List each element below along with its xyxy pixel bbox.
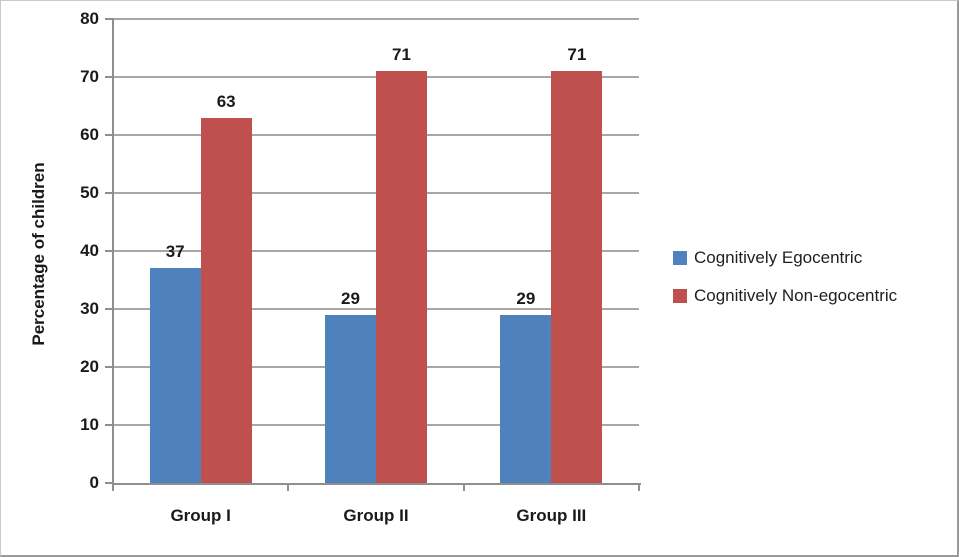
bar-group-iii-series-1 (551, 71, 603, 483)
legend-swatch-icon (673, 251, 687, 265)
bar-value-label: 71 (567, 45, 587, 65)
bar-group-i-series-0 (149, 268, 201, 483)
bar-value-label: 37 (165, 242, 185, 262)
y-tick-label: 20 (80, 357, 99, 376)
y-tick-label: 40 (80, 241, 99, 260)
legend-item: Cognitively Egocentric (673, 247, 897, 269)
y-tick-label: 30 (80, 299, 99, 318)
y-axis-tick (105, 250, 113, 252)
y-tick-label: 0 (89, 473, 99, 492)
x-axis-tick (462, 483, 465, 491)
gridline (113, 18, 639, 20)
legend-label: Cognitively Non-egocentric (694, 286, 898, 305)
y-axis-tick (105, 366, 113, 368)
y-axis-tick (105, 424, 113, 426)
y-axis-tick (105, 482, 113, 484)
x-axis-tick (287, 483, 290, 491)
legend-item: Cognitively Non-egocentric (673, 285, 897, 307)
x-category-label: Group III (516, 506, 587, 525)
y-axis-tick (105, 18, 113, 20)
y-tick-label: 80 (80, 9, 99, 28)
x-category-label: Group II (343, 506, 409, 525)
legend-swatch-icon (673, 289, 687, 303)
x-axis-tick (638, 483, 640, 491)
y-axis-tick (105, 134, 113, 136)
bar-group-ii-series-0 (325, 314, 376, 483)
bar-value-label: 71 (392, 45, 411, 65)
y-axis-tick (105, 76, 113, 78)
bar-group-ii-series-1 (376, 71, 427, 483)
x-axis-tick (112, 483, 114, 491)
y-tick-label: 50 (80, 183, 99, 202)
y-axis-tick (105, 308, 113, 310)
bar-group-i-series-1 (200, 117, 252, 483)
x-axis-line (112, 483, 641, 485)
bar-group-iii-series-0 (500, 314, 552, 483)
bar-value-label: 63 (216, 91, 236, 111)
x-category-label: Group I (170, 506, 231, 525)
y-axis-line (112, 18, 114, 485)
bar-value-label: 29 (516, 288, 536, 308)
y-tick-label: 10 (80, 415, 99, 434)
y-tick-label: 60 (80, 125, 99, 144)
y-axis-tick (105, 192, 113, 194)
bar-value-label: 29 (341, 288, 360, 308)
legend: Cognitively Egocentric Cognitively Non-eg… (673, 247, 897, 323)
y-tick-label: 70 (80, 67, 99, 86)
legend-label: Cognitively Egocentric (694, 248, 863, 267)
